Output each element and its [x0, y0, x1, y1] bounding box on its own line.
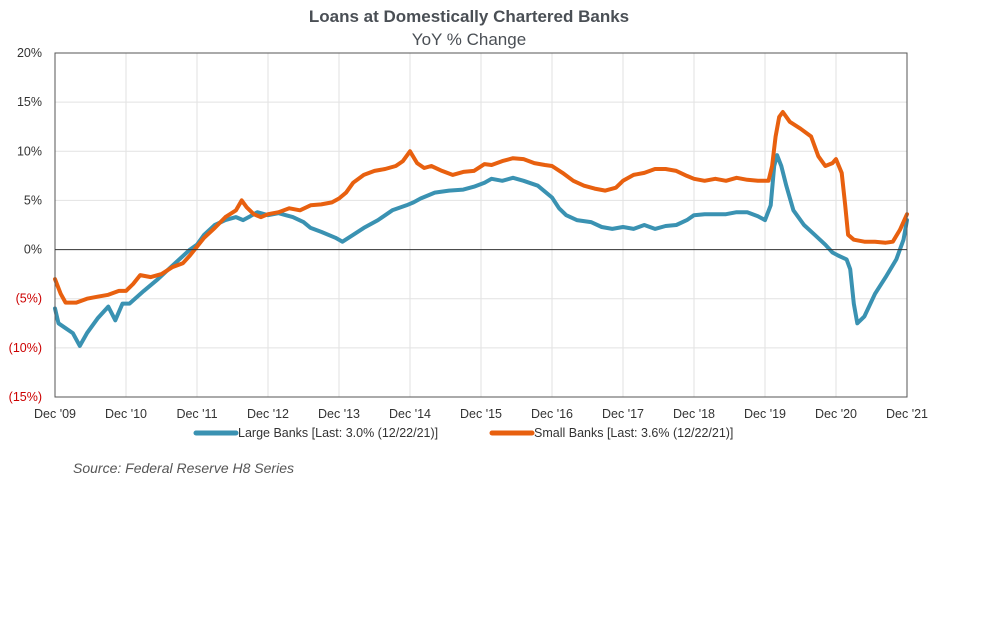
x-tick-label: Dec '16 — [531, 407, 573, 421]
x-tick-label: Dec '14 — [389, 407, 431, 421]
y-tick-label: 5% — [24, 193, 42, 207]
y-tick-label: 10% — [17, 144, 42, 158]
y-tick-label: (10%) — [9, 341, 42, 355]
y-tick-label: 0% — [24, 243, 42, 257]
chart-title: Loans at Domestically Chartered Banks — [309, 7, 629, 26]
legend: Large Banks [Last: 3.0% (12/22/21)] Small… — [193, 426, 733, 440]
small-banks-line — [53, 110, 909, 305]
x-tick-label: Dec '10 — [105, 407, 147, 421]
x-tick-label: Dec '15 — [460, 407, 502, 421]
legend-label: Small Banks [Last: 3.6% (12/22/21)] — [534, 426, 733, 440]
x-axis-ticks: Dec '09 Dec '10 Dec '11 Dec '12 Dec '13 Dec '… — [34, 407, 928, 421]
y-tick-label: 15% — [17, 95, 42, 109]
legend-label: Large Banks [Last: 3.0% (12/22/21)] — [238, 426, 438, 440]
y-tick-label: (15%) — [9, 390, 42, 404]
y-axis-ticks: 20% 15% 10% 5% 0% (5%) (10%) (15%) — [9, 46, 42, 404]
x-tick-label: Dec '17 — [602, 407, 644, 421]
source-note: Source: Federal Reserve H8 Series — [73, 460, 294, 476]
x-tick-label: Dec '13 — [318, 407, 360, 421]
x-tick-label: Dec '18 — [673, 407, 715, 421]
axes — [54, 52, 908, 398]
large-banks-line — [53, 153, 909, 348]
grid — [54, 52, 908, 398]
y-tick-label: (5%) — [16, 292, 42, 306]
plot-frame — [54, 52, 908, 398]
y-tick-label: 20% — [17, 46, 42, 60]
x-tick-label: Dec '11 — [176, 407, 217, 421]
x-tick-label: Dec '20 — [815, 407, 857, 421]
x-tick-label: Dec '09 — [34, 407, 76, 421]
x-tick-label: Dec '21 — [886, 407, 928, 421]
chart-subtitle: YoY % Change — [412, 30, 526, 49]
x-tick-label: Dec '12 — [247, 407, 289, 421]
series-lines — [53, 110, 909, 348]
x-tick-label: Dec '19 — [744, 407, 786, 421]
